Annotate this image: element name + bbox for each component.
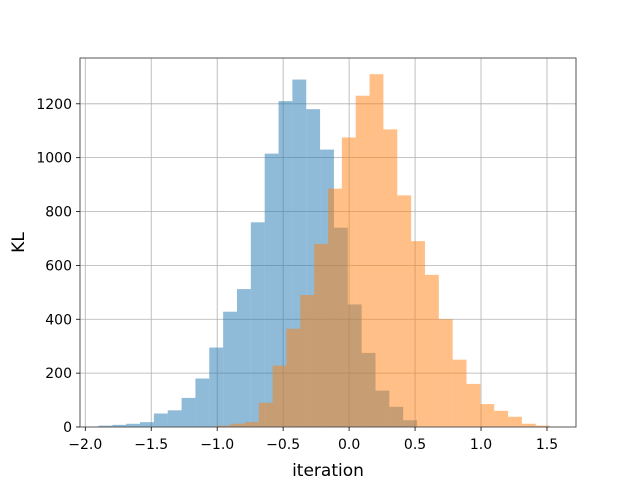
x-tick-label: 1.0 <box>470 437 492 453</box>
x-tick-label: 1.5 <box>536 437 558 453</box>
histogram-bar <box>153 413 168 427</box>
histogram-bar <box>508 416 522 427</box>
histogram-bar <box>264 153 279 427</box>
histogram-bar <box>272 365 287 427</box>
y-tick-label: 800 <box>45 205 72 221</box>
series-1 <box>217 74 550 427</box>
y-axis-label: KL <box>9 232 29 253</box>
x-tick-label: −2.0 <box>68 437 102 453</box>
histogram-bar <box>209 347 224 427</box>
plot-frame <box>79 57 577 428</box>
y-axis-ticks: 0 200 400 600 800 1000 1200 <box>36 97 80 436</box>
histogram-bar <box>98 425 113 427</box>
histogram-bar <box>181 397 196 427</box>
x-tick-label: −0.5 <box>266 437 300 453</box>
histogram-bar <box>236 289 251 427</box>
histogram-bar <box>126 423 141 427</box>
histogram-bar <box>112 424 127 427</box>
histogram-bar <box>286 328 301 427</box>
histogram-bar <box>244 422 259 427</box>
histogram-bar <box>452 359 467 427</box>
y-tick-label: 0 <box>63 420 72 436</box>
axes <box>79 57 577 428</box>
x-axis-ticks: −2.0 −1.5 −1.0 −0.5 0.0 0.5 1.0 1.5 <box>68 427 558 453</box>
y-tick-label: 1200 <box>36 97 72 113</box>
histogram-bar <box>328 188 342 427</box>
y-tick-label: 600 <box>45 258 72 274</box>
histogram-bar <box>521 423 536 427</box>
histogram-bar <box>217 425 232 427</box>
x-tick-label: 0.5 <box>404 437 426 453</box>
y-tick-label: 400 <box>45 312 72 328</box>
histogram-bar <box>411 241 425 427</box>
histogram-bar <box>223 311 237 427</box>
histogram-bar <box>140 422 154 427</box>
histogram-bar <box>424 274 439 427</box>
bars <box>98 74 550 428</box>
histogram-bar <box>369 74 384 427</box>
histogram-bar <box>231 423 245 427</box>
histogram-bar <box>383 129 398 427</box>
y-tick-label: 1000 <box>36 151 72 167</box>
histogram-bar <box>397 195 412 427</box>
histogram-bar <box>195 378 210 427</box>
histogram-bar <box>480 404 495 427</box>
x-tick-label: −1.0 <box>200 437 234 453</box>
histogram-bar <box>341 137 356 427</box>
histogram-bar <box>494 410 509 427</box>
histogram-bar <box>250 222 265 427</box>
histogram-bar <box>438 319 453 427</box>
histogram-bar <box>355 95 370 427</box>
histogram-bar <box>466 383 481 427</box>
histogram-bar <box>535 425 550 427</box>
histogram-bar <box>314 243 328 427</box>
histogram-bar <box>258 402 273 427</box>
x-tick-label: 0.0 <box>338 437 360 453</box>
histogram-bar <box>167 410 182 427</box>
x-axis-label: iteration <box>292 461 364 480</box>
histogram-bar <box>300 295 315 427</box>
x-tick-label: −1.5 <box>134 437 168 453</box>
y-tick-label: 200 <box>45 366 72 382</box>
